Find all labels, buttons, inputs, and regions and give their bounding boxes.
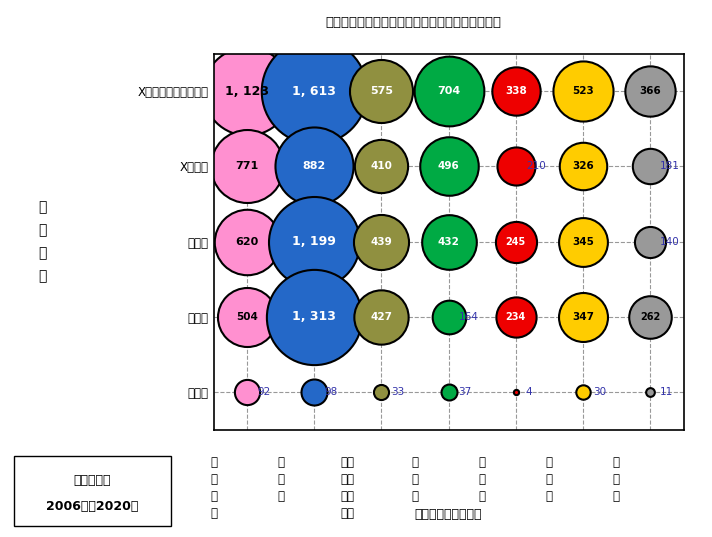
Text: 704: 704	[437, 86, 460, 96]
Text: 523: 523	[572, 86, 594, 96]
Text: 338: 338	[505, 86, 527, 96]
Point	[577, 237, 589, 246]
Text: 1, 613: 1, 613	[293, 85, 336, 98]
Point	[510, 237, 521, 246]
Point	[308, 388, 320, 396]
Point	[443, 162, 454, 171]
Text: 出願人国籍（地域）: 出願人国籍（地域）	[415, 508, 482, 521]
Text: 345: 345	[572, 237, 594, 246]
Point	[510, 388, 521, 396]
Text: 1, 199: 1, 199	[293, 235, 336, 248]
Point	[308, 237, 320, 246]
Point	[644, 388, 656, 396]
Text: 245: 245	[506, 237, 526, 246]
Point	[241, 313, 253, 321]
Point	[510, 313, 521, 321]
Point	[241, 388, 253, 396]
Point	[577, 313, 589, 321]
Text: そ
の
他: そ の 他	[613, 456, 620, 504]
Point	[376, 87, 387, 96]
Text: 33: 33	[392, 387, 404, 397]
Text: 1, 313: 1, 313	[293, 310, 336, 323]
Text: 技
術
区
分: 技 術 区 分	[38, 200, 47, 283]
Text: 882: 882	[303, 162, 326, 171]
Text: 410: 410	[370, 162, 392, 171]
Text: 181: 181	[660, 162, 680, 171]
Text: 11: 11	[660, 387, 674, 397]
Text: 771: 771	[236, 162, 258, 171]
Text: 427: 427	[370, 312, 392, 322]
Text: 98: 98	[325, 387, 337, 397]
Point	[308, 313, 320, 321]
Point	[510, 162, 521, 171]
Text: 韓
国
籍: 韓 国 籍	[546, 456, 553, 504]
Point	[308, 87, 320, 96]
Point	[510, 87, 521, 96]
Text: 234: 234	[506, 312, 526, 322]
Text: 326: 326	[572, 162, 594, 171]
Point	[443, 237, 454, 246]
Point	[241, 162, 253, 171]
Text: 620: 620	[236, 237, 258, 246]
Text: 140: 140	[660, 237, 680, 246]
Text: 中
国
籍: 中 国 籍	[478, 456, 486, 504]
Text: 4: 4	[525, 387, 533, 397]
Point	[241, 87, 253, 96]
Text: （欧
独州
除国
く籍: （欧 独州 除国 く籍	[341, 456, 355, 520]
Text: 30: 30	[593, 387, 606, 397]
Point	[376, 313, 387, 321]
Text: 独
国
籍: 独 国 籍	[412, 456, 419, 504]
Text: 210: 210	[525, 162, 545, 171]
Text: 1, 123: 1, 123	[225, 85, 269, 98]
Point	[644, 313, 656, 321]
Point	[443, 87, 454, 96]
Point	[376, 388, 387, 396]
Text: 575: 575	[370, 86, 393, 96]
Text: 164: 164	[459, 312, 478, 322]
Point	[577, 162, 589, 171]
Point	[376, 162, 387, 171]
Text: 優先権主張: 優先権主張	[74, 474, 111, 488]
Text: 262: 262	[640, 312, 660, 322]
Point	[644, 237, 656, 246]
Point	[577, 87, 589, 96]
Text: 496: 496	[438, 162, 459, 171]
Text: 米
国
籍: 米 国 籍	[277, 456, 284, 504]
Point	[644, 87, 656, 96]
Text: 技術区分別－出願人国籍・地域別の特許出願件数: 技術区分別－出願人国籍・地域別の特許出願件数	[325, 16, 501, 29]
Point	[241, 237, 253, 246]
Text: 439: 439	[370, 237, 392, 246]
Text: 347: 347	[572, 312, 594, 322]
Point	[443, 313, 454, 321]
Point	[577, 388, 589, 396]
Text: 2006年－2020年: 2006年－2020年	[46, 500, 139, 513]
Point	[376, 237, 387, 246]
Point	[308, 162, 320, 171]
Point	[644, 162, 656, 171]
Text: 日
本
国
籍: 日 本 国 籍	[210, 456, 217, 520]
Text: 504: 504	[236, 312, 258, 322]
Text: 92: 92	[257, 387, 271, 397]
Point	[443, 388, 454, 396]
Text: 432: 432	[438, 237, 459, 246]
Text: 37: 37	[459, 387, 472, 397]
Text: 366: 366	[639, 86, 661, 96]
